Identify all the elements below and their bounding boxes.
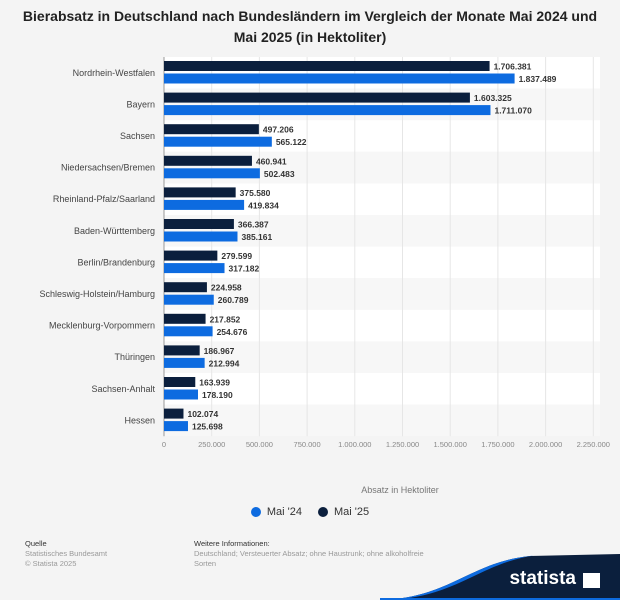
data-label: 224.958 bbox=[211, 283, 242, 293]
bar-mai-24 bbox=[164, 389, 198, 400]
bar-mai-24 bbox=[164, 73, 515, 84]
category-label: Bayern bbox=[126, 99, 155, 109]
bar-mai-24 bbox=[164, 199, 245, 210]
data-label: 279.599 bbox=[221, 251, 252, 261]
x-tick-label: 750.000 bbox=[294, 440, 321, 449]
bar-mai-24 bbox=[164, 168, 260, 179]
bar-mai-25 bbox=[164, 219, 234, 229]
category-label: Mecklenburg-Vorpommern bbox=[49, 321, 155, 331]
legend-item-mai-24[interactable]: Mai '24 bbox=[250, 506, 302, 518]
bar-mai-25 bbox=[164, 282, 207, 293]
legend-label: Mai '25 bbox=[334, 506, 370, 518]
x-tick-label: 1.500.000 bbox=[434, 440, 467, 449]
data-label: 1.706.381 bbox=[494, 62, 532, 72]
source-block: Quelle Statistisches Bundesamt © Statist… bbox=[25, 539, 107, 569]
bar-mai-25 bbox=[164, 250, 218, 261]
x-tick-label: 1.000.000 bbox=[338, 440, 371, 449]
source-heading: Quelle bbox=[25, 539, 47, 548]
data-label: 419.834 bbox=[248, 200, 279, 210]
category-label: Hessen bbox=[124, 415, 155, 425]
bar-mai-25 bbox=[164, 377, 196, 387]
row-band bbox=[164, 373, 600, 405]
source-text[interactable]: Statistisches Bundesamt bbox=[25, 549, 108, 558]
bar-mai-25 bbox=[164, 124, 259, 135]
data-label: 460.941 bbox=[256, 156, 287, 166]
bar-mai-24 bbox=[164, 136, 272, 147]
data-label: 102.074 bbox=[187, 409, 218, 419]
data-label: 1.837.489 bbox=[519, 74, 557, 84]
data-label: 260.789 bbox=[218, 295, 249, 305]
bar-mai-24 bbox=[164, 231, 238, 242]
bar-mai-24 bbox=[164, 294, 214, 305]
x-tick-label: 2.250.000 bbox=[577, 440, 610, 449]
category-label: Schleswig-Holstein/Hamburg bbox=[39, 289, 155, 299]
data-label: 163.939 bbox=[199, 378, 230, 388]
row-band bbox=[164, 404, 600, 437]
bar-mai-24 bbox=[164, 105, 491, 116]
x-tick-label: 1.250.000 bbox=[386, 440, 419, 449]
row-band bbox=[164, 278, 600, 310]
category-label: Sachsen-Anhalt bbox=[91, 384, 155, 394]
bar-mai-24 bbox=[164, 326, 213, 337]
data-label: 178.190 bbox=[202, 390, 233, 400]
data-label: 497.206 bbox=[263, 125, 294, 135]
data-label: 1.603.325 bbox=[474, 93, 512, 103]
bar-mai-24 bbox=[164, 357, 205, 368]
category-label: Thüringen bbox=[114, 352, 155, 362]
data-label: 217.852 bbox=[210, 314, 241, 324]
category-label: Rheinland-Pfalz/Saarland bbox=[53, 194, 155, 204]
info-text: Deutschland; Versteuerter Absatz; ohne H… bbox=[194, 549, 424, 568]
legend-item-mai-25[interactable]: Mai '25 bbox=[318, 506, 369, 518]
row-band bbox=[164, 309, 600, 342]
bar-mai-25 bbox=[164, 92, 470, 103]
x-tick-label: 0 bbox=[162, 440, 166, 449]
data-label: 502.483 bbox=[264, 169, 295, 179]
bar-mai-25 bbox=[164, 61, 490, 71]
x-tick-label: 250.000 bbox=[198, 440, 225, 449]
data-label: 125.698 bbox=[192, 422, 223, 432]
category-label: Sachsen bbox=[120, 131, 155, 141]
data-label: 317.182 bbox=[229, 264, 260, 274]
legend-swatch bbox=[250, 507, 261, 517]
chart-title: Bierabsatz in Deutschland nach Bundeslän… bbox=[22, 8, 598, 45]
statista-logo[interactable]: statista bbox=[509, 568, 576, 589]
data-label: 1.711.070 bbox=[494, 106, 532, 116]
copyright: © Statista 2025 bbox=[25, 559, 77, 568]
legend: Mai '24 Mai '25 bbox=[0, 506, 620, 518]
category-label: Nordrhein-Westfalen bbox=[73, 68, 155, 78]
x-tick-label: 1.750.000 bbox=[481, 440, 514, 449]
category-label: Baden-Württemberg bbox=[74, 226, 155, 236]
x-tick-label: 500.000 bbox=[246, 440, 273, 449]
data-label: 385.161 bbox=[241, 232, 272, 242]
statista-logo-wave bbox=[380, 554, 620, 600]
data-label: 366.387 bbox=[238, 220, 269, 230]
info-heading: Weitere Informationen: bbox=[194, 539, 270, 548]
category-label: Berlin/Brandenburg bbox=[77, 257, 155, 267]
bar-mai-25 bbox=[164, 408, 184, 419]
info-block: Weitere Informationen: Deutschland; Vers… bbox=[194, 539, 434, 569]
row-band bbox=[164, 341, 600, 373]
bar-mai-24 bbox=[164, 263, 225, 274]
bar-mai-25 bbox=[164, 345, 200, 356]
category-label: Niedersachsen/Bremen bbox=[61, 163, 155, 173]
legend-swatch bbox=[318, 507, 328, 517]
data-label: 254.676 bbox=[217, 327, 248, 337]
data-label: 565.122 bbox=[276, 137, 307, 147]
bar-mai-25 bbox=[164, 313, 206, 324]
data-label: 212.994 bbox=[209, 358, 240, 368]
x-tick-label: 2.000.000 bbox=[529, 440, 562, 449]
data-label: 186.967 bbox=[204, 346, 235, 356]
bar-chart: 0 250.000 500.000 750.000 1.000.000 1.250.000… bbox=[39, 57, 610, 449]
data-label: 375.580 bbox=[240, 188, 271, 198]
statista-logo-icon bbox=[583, 573, 600, 588]
bar-mai-25 bbox=[164, 155, 252, 166]
bar-mai-25 bbox=[164, 187, 236, 198]
legend-label: Mai '24 bbox=[266, 506, 302, 518]
row-band bbox=[164, 246, 600, 279]
x-axis-title: Absatz in Hektoliter bbox=[361, 485, 439, 495]
bar-mai-24 bbox=[164, 421, 188, 432]
